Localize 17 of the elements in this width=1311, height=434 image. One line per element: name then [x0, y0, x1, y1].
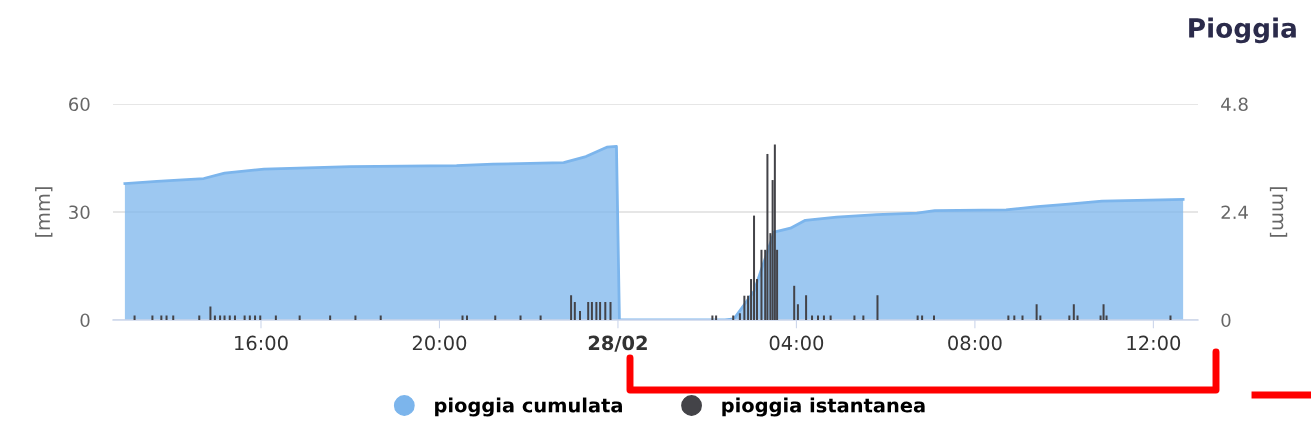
x-tick-label: 28/02	[588, 335, 647, 352]
chart-title: Pioggia	[1189, 17, 1296, 44]
y-tick-label: 60	[69, 97, 90, 112]
x-tick-label: 12:00	[1127, 335, 1181, 351]
y-tick-label: 30	[69, 205, 90, 220]
y-axis-title: [mm]	[35, 187, 53, 237]
y2-axis-title: [mm]	[1269, 187, 1288, 237]
y2-tick-label: 0	[1221, 313, 1231, 328]
legend-label: pioggia istantanea	[722, 397, 925, 417]
y-tick-label: 0	[80, 313, 90, 328]
legend-label: pioggia cumulata	[435, 397, 622, 417]
x-tick-label: 04:00	[769, 335, 824, 351]
x-tick-label: 08:00	[948, 335, 1002, 351]
x-tick-label: 20:00	[412, 335, 467, 351]
y2-tick-label: 4.8	[1221, 97, 1248, 112]
x-tick-label: 16:00	[235, 335, 288, 351]
y2-tick-label: 2.4	[1221, 205, 1248, 219]
